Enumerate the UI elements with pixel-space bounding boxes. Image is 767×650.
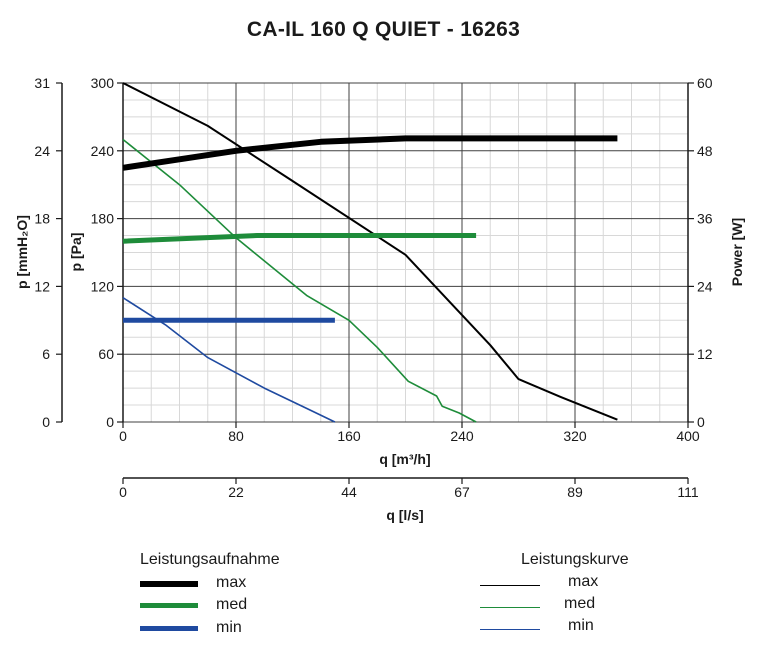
tick-label-power: 48 <box>697 143 713 159</box>
series-line-pressure-max <box>122 82 618 421</box>
tick-label-m3h: 0 <box>119 428 127 444</box>
tick-label-m3h: 240 <box>450 428 474 444</box>
tick-label-mmh2o: 24 <box>34 143 50 159</box>
legend-power-swatch-min <box>140 626 198 631</box>
tick-label-power: 12 <box>697 346 713 362</box>
y-axis-label-mmh2o: p [mmH₂O] <box>14 215 30 289</box>
tick-label-power: 24 <box>697 278 713 294</box>
legend-power-swatch-med <box>140 603 198 608</box>
tick-label-pa: 0 <box>106 414 114 430</box>
tick-label-ls: 44 <box>341 484 357 500</box>
chart-title: CA-IL 160 Q QUIET - 16263 <box>246 18 521 41</box>
series-line-power-max <box>122 135 618 171</box>
tick-label-ls: 67 <box>454 484 470 500</box>
series-line-pressure-min <box>122 297 336 423</box>
legend-curve-item-max: max <box>480 573 680 593</box>
legend-power-label-med: med <box>216 596 248 613</box>
legend-power-item-max: max <box>140 574 340 594</box>
y-axis-label-pa: p [Pa] <box>68 233 84 272</box>
tick-label-m3h: 80 <box>228 428 244 444</box>
tick-label-power: 60 <box>697 75 713 91</box>
legend-curve-swatch-med <box>480 607 540 608</box>
legend-curve-label-max: max <box>568 573 599 590</box>
legend-curve-item-min: min <box>480 617 680 637</box>
legend-power-item-min: min <box>140 619 340 639</box>
tick-label-m3h: 320 <box>563 428 587 444</box>
tick-label-ls: 22 <box>228 484 244 500</box>
legend-power-item-med: med <box>140 596 340 616</box>
tick-label-pa: 180 <box>91 211 115 227</box>
tick-label-ls: 89 <box>567 484 583 500</box>
series-line-pressure-med <box>122 138 477 423</box>
legend-curve-label-min: min <box>568 617 594 634</box>
tick-label-pa: 240 <box>91 143 115 159</box>
tick-label-mmh2o: 31 <box>34 75 50 91</box>
tick-label-m3h: 160 <box>337 428 361 444</box>
tick-label-ls: 111 <box>677 484 698 500</box>
tick-label-pa: 300 <box>91 75 115 91</box>
series-line-power-med <box>122 233 477 244</box>
legend-curve-swatch-min <box>480 629 540 630</box>
tick-label-pa: 120 <box>91 278 115 294</box>
tick-label-pa: 60 <box>98 346 114 362</box>
tick-label-mmh2o: 0 <box>42 414 50 430</box>
legend-power-swatch-max <box>140 581 198 587</box>
x-axis-label-m3h: q [m³/h] <box>379 451 430 467</box>
y-axis-label-power: Power [W] <box>729 218 745 286</box>
tick-label-m3h: 400 <box>676 428 700 444</box>
tick-label-mmh2o: 18 <box>34 211 50 227</box>
legend-curve-item-med: med <box>480 595 680 615</box>
tick-label-power: 0 <box>697 414 705 430</box>
tick-label-mmh2o: 12 <box>34 278 50 294</box>
x-axis-label-ls: q [l/s] <box>386 507 423 523</box>
legend-power-label-max: max <box>216 574 247 591</box>
legend-power-heading: Leistungsaufnahme <box>140 551 280 568</box>
legend-curve-label-med: med <box>564 595 596 612</box>
legend-curve-heading: Leistungskurve <box>521 551 629 568</box>
legend-curve-swatch-max <box>480 585 540 586</box>
tick-label-ls: 0 <box>119 484 127 500</box>
legend-power-label-min: min <box>216 619 242 636</box>
tick-label-power: 36 <box>697 211 713 227</box>
tick-label-mmh2o: 6 <box>42 346 50 362</box>
